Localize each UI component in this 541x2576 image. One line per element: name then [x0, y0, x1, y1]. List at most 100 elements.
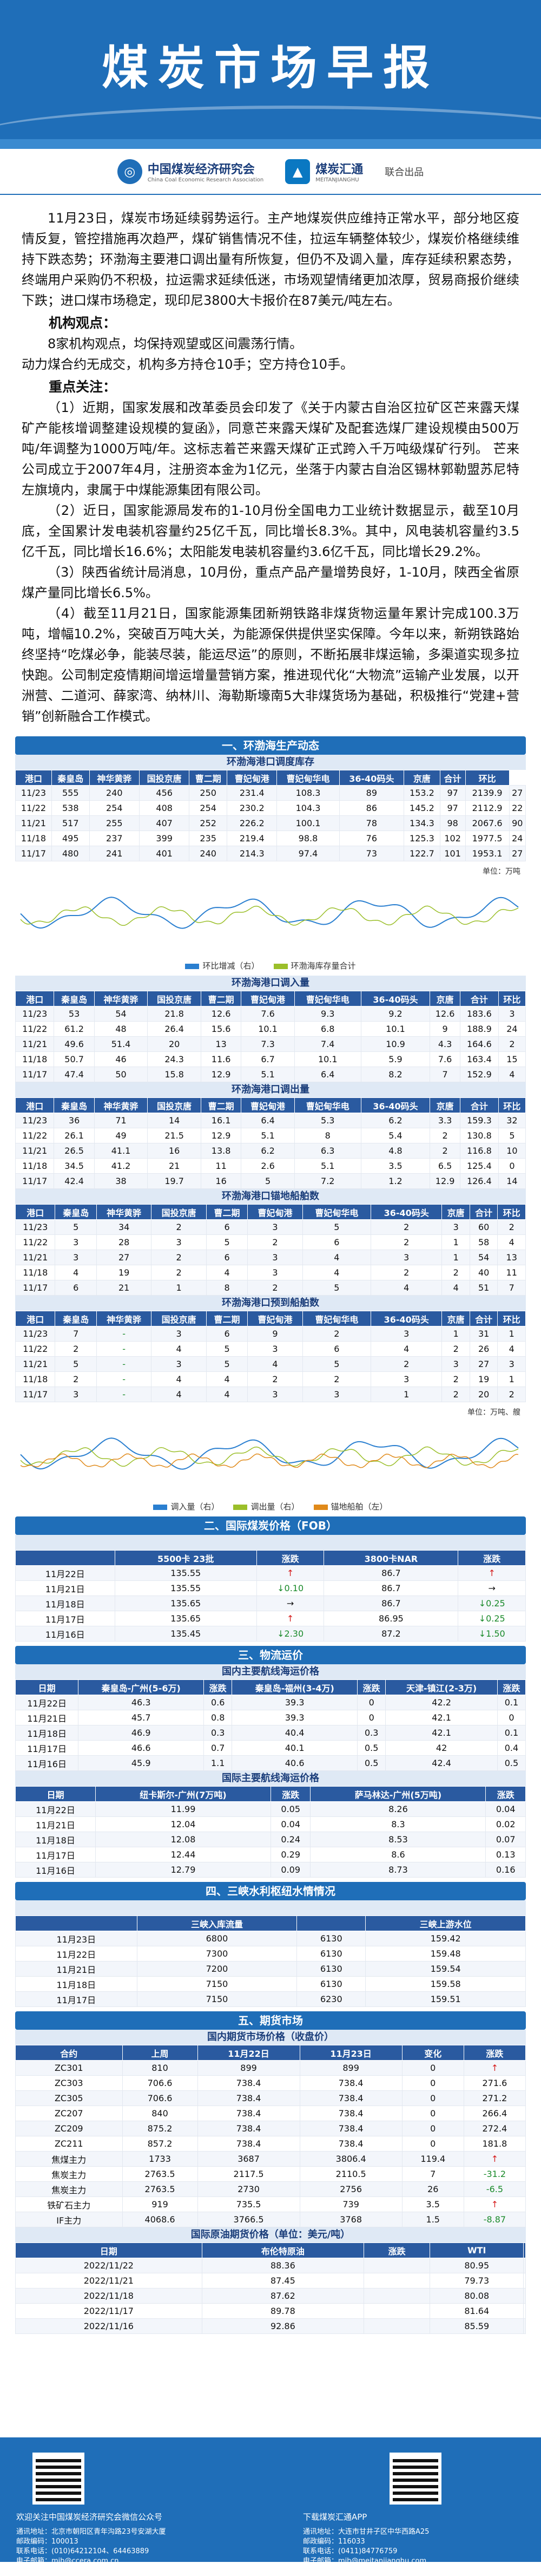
table-cell: 4: [371, 1280, 443, 1296]
table-cell: 3: [441, 1219, 470, 1235]
table-cell: 5.1: [241, 1067, 295, 1082]
table-row: ZC301 810 899 899 0 ↑: [15, 2060, 526, 2076]
report-footer: 欢迎关注中国煤炭经济研究会微信公众号 通讯地址：北京市朝阳区青年沟路23号安湖大…: [0, 2437, 541, 2575]
table-cell: 2: [430, 1143, 460, 1159]
table-header: 涨跌: [364, 2242, 431, 2258]
table-cell: 11月21日: [15, 1816, 96, 1832]
table-cell: ↑: [256, 1565, 325, 1581]
table-cell: 7.2: [294, 1173, 361, 1189]
outflow-table-title: 环渤海港口调出量: [15, 1082, 526, 1097]
table-cell: 90: [509, 815, 526, 831]
table-cell: 152.9: [459, 1067, 499, 1082]
intl-freight-table-title: 国际主要航线海运价格: [15, 1771, 526, 1786]
table-cell: 7: [430, 1067, 460, 1082]
table-row: 11/18 2-4 4 2 2 3 2 19 1: [15, 1371, 526, 1387]
table-cell: ↓2.30: [256, 1626, 325, 1642]
table-cell: 0: [401, 2075, 464, 2091]
table-cell: 50.7: [54, 1051, 95, 1067]
table-header: 涨跌: [203, 1679, 233, 1695]
table-cell: 101: [439, 846, 466, 861]
table-cell: ZC207: [15, 2106, 123, 2121]
table-cell: 3: [371, 1371, 443, 1387]
table-header: 国投京唐: [138, 770, 190, 786]
table-cell: 27: [509, 846, 526, 861]
table-cell: 399: [138, 831, 190, 846]
table-cell: 11/17: [15, 1067, 55, 1082]
table-cell: 408: [138, 800, 190, 816]
table-cell: 6: [206, 1219, 248, 1235]
table-cell: 20: [469, 1387, 498, 1402]
table-cell: 45.9: [78, 1755, 204, 1771]
table-header: 曹妃甸华电: [302, 1204, 372, 1220]
table-cell: 46.6: [78, 1740, 204, 1756]
table-cell: 19.7: [147, 1173, 201, 1189]
table-cell: 0.6: [203, 1695, 233, 1710]
table-cell: 46.9: [78, 1725, 204, 1741]
table-cell: 5: [206, 1341, 248, 1357]
table-cell: 250: [189, 785, 228, 801]
mtjh-logo: ▲ 煤炭汇通 MEITANJIANGHU: [285, 159, 363, 184]
table-cell: 4: [247, 1356, 303, 1372]
table-row: 11/21 517 255 407 252 226.2 100.1 78 134.3 98 2067…: [15, 815, 526, 831]
port-flow-chart-svg: [20, 1437, 519, 1470]
table-cell: 11/23: [15, 1113, 55, 1128]
table-cell: 11/23: [15, 1326, 56, 1342]
table-header: 秦皇岛: [54, 991, 95, 1006]
table-cell: 11/21: [15, 815, 52, 831]
report-header: 煤炭市场早报: [0, 0, 541, 149]
table-row: 11/22 26.1 49 21.5 12.9 5.1 8 5.4 2 130.8 5: [15, 1128, 526, 1143]
table-cell: 735.5: [197, 2196, 300, 2212]
table-cell: 76: [339, 831, 405, 846]
table-cell: 2: [371, 1265, 443, 1280]
inst-detail: 动力煤合约无成交，机构多方持仓10手；空方持仓10手。: [22, 357, 354, 372]
footer-line: 网址：www.ccera.com.cn: [16, 2567, 103, 2575]
table-cell: 11: [497, 1265, 526, 1280]
legend-item: 锚地船舶（左）: [313, 1501, 388, 1512]
table-cell: 58: [469, 1234, 498, 1250]
sec5-title: 五、期货市场: [15, 2011, 526, 2030]
mtjh-mark-icon: ▲: [285, 159, 311, 184]
table-cell: 46: [94, 1051, 148, 1067]
table-cell: 919: [122, 2196, 198, 2212]
table-cell: 42.1: [385, 1725, 498, 1741]
table-cell: 12.9: [200, 1067, 242, 1082]
table-cell: 2117.5: [197, 2166, 300, 2182]
table-cell: 8: [294, 1128, 361, 1143]
table-row: 2022/11/18 87.62 80.08: [15, 2288, 526, 2304]
table-row: 11/21 26.5 41.1 16 13.8 6.2 6.3 4.8 2 116.8 10: [15, 1143, 526, 1159]
left-info: 通讯地址：北京市朝阳区青年沟路23号安湖大厦 邮政编码：100013 联系电话：(0…: [16, 2527, 166, 2576]
table-cell: 2: [441, 1265, 470, 1280]
table-cell: 240: [189, 846, 228, 861]
table-cell: 26: [469, 1341, 498, 1357]
table-cell: 3.3: [430, 1113, 460, 1128]
table-cell: 42: [385, 1740, 498, 1756]
table-cell: 5: [206, 1356, 248, 1372]
table-cell: 49: [94, 1128, 148, 1143]
table-cell: 2022/11/17: [15, 2303, 202, 2319]
table-cell: 2.6: [241, 1158, 295, 1174]
table-cell: 108.3: [276, 785, 340, 801]
table-cell: 3687: [197, 2151, 300, 2167]
table-row: 11/22 61.2 48 26.4 15.6 10.1 6.8 10.1 9 188.9 24: [15, 1021, 526, 1037]
table-cell: ↓0.25: [458, 1596, 526, 1611]
table-cell: 11月22日: [15, 1565, 115, 1581]
table-header: 涨跌: [497, 1679, 526, 1695]
table-cell: 2139.9: [465, 785, 510, 801]
table-row: 11月22日 7300 6130 159.48: [15, 1946, 526, 1962]
table-header: 京唐: [430, 991, 460, 1006]
table-cell: 61.2: [54, 1021, 95, 1037]
table-cell: 86.7: [324, 1565, 459, 1581]
three-gorges-table-title: [15, 1900, 526, 1915]
table-row: 焦煤主力 1733 3687 3806.4 119.4 ↑: [15, 2151, 526, 2167]
table-row: 11/18 34.5 41.2 21 11 2.6 5.1 3.5 6.5 125.4 0: [15, 1158, 526, 1174]
series-line: [20, 897, 519, 929]
table-cell: 159.48: [365, 1946, 526, 1962]
table-cell: 3: [55, 1250, 97, 1265]
table-header: 港口: [15, 770, 52, 786]
table-header: 港口: [15, 1311, 56, 1326]
table-header: 合约: [15, 2045, 123, 2061]
table-cell: 89: [339, 785, 405, 801]
table-cell: 3: [151, 1326, 207, 1342]
table-cell: 42.1: [385, 1710, 498, 1725]
table-cell: 401: [138, 846, 190, 861]
